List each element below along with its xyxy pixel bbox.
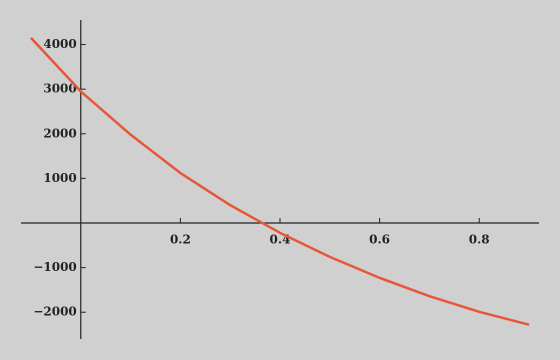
y-tick-label: −1000 (33, 260, 76, 274)
x-tick-label: 0.2 (170, 233, 191, 247)
x-tick-label: 0.4 (270, 233, 291, 247)
line-series (30, 36, 530, 326)
y-tick-label: −2000 (33, 305, 76, 319)
y-tick-label: 1000 (43, 171, 76, 185)
x-tick-label: 0.8 (469, 233, 490, 247)
y-tick-label: 3000 (43, 82, 76, 96)
x-tick-label: 0.6 (369, 233, 390, 247)
y-tick-label: 4000 (43, 37, 76, 51)
y-tick-label: 2000 (43, 126, 76, 140)
